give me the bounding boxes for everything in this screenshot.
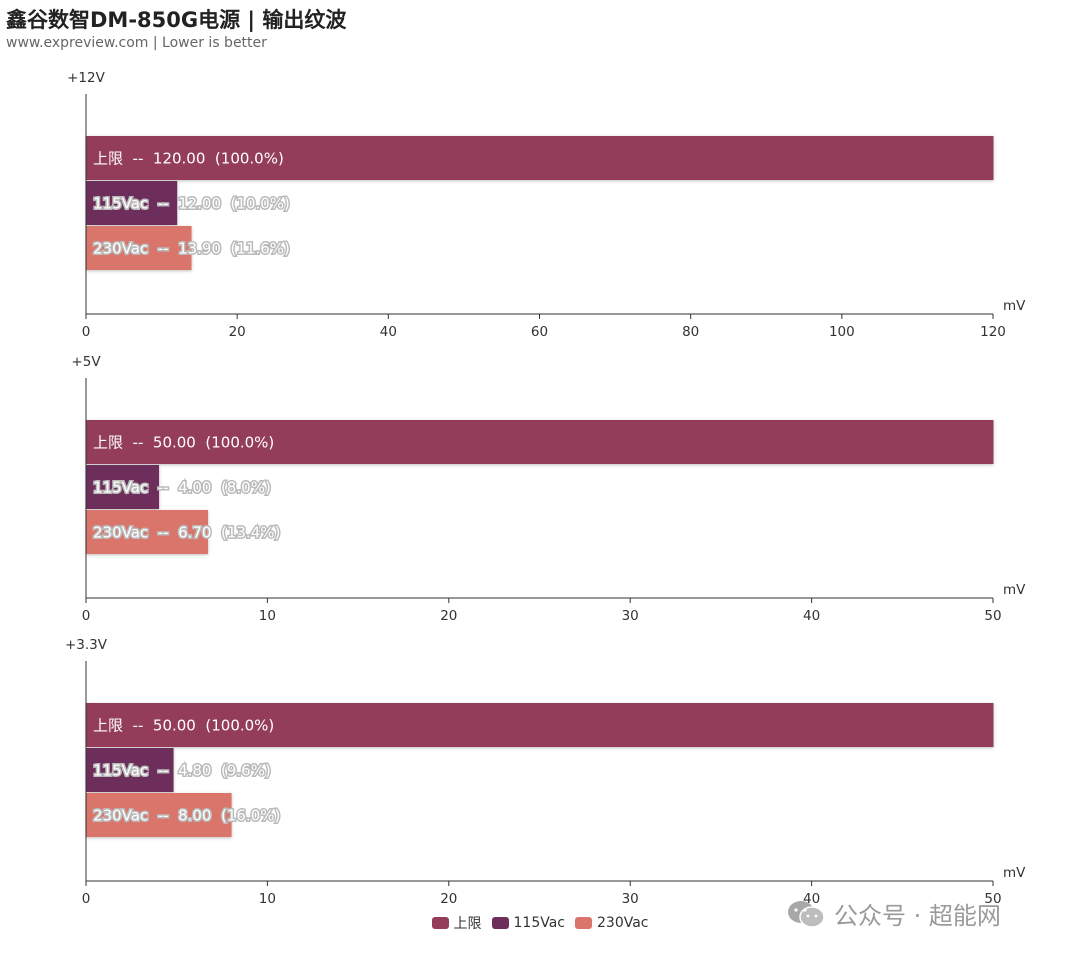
bar-limit [86,136,994,180]
x-tick-label: 10 [259,891,276,907]
x-tick-label: 0 [82,608,91,624]
bar-label: 230Vac -- 6.70 (13.4%) [93,524,280,542]
x-tick-label: 20 [440,608,457,624]
legend-item-v115[interactable]: 115Vac [491,915,566,931]
panel-1: +12V 0 20 40 60 80 100 120 mV 上限 -- 120.00 (100.0… [67,70,1026,340]
x-tick-label: 120 [980,324,1006,340]
legend-label: 上限 [453,916,482,932]
bar-v230 [86,793,232,837]
bar-label: 230Vac -- 13.90 (11.6%) [93,240,290,258]
bar-limit [86,420,994,464]
panel-label: +12V [67,70,105,86]
bar-v115 [86,181,178,225]
bar-label: 上限 -- 50.00 (100.0%) [93,434,274,452]
x-tick-label: 80 [682,324,699,340]
x-tick-label: 30 [622,608,639,624]
x-tick-label: 0 [82,324,91,340]
x-tick-label: 0 [82,891,91,907]
legend-swatch [575,917,592,929]
watermark-text: 公众号 · 超能网 [834,902,1001,930]
legend-label: 115Vac [513,915,566,931]
bar-label: 115Vac -- 4.80 (9.6%) [93,762,271,780]
bar-v115 [86,748,174,792]
x-tick-label: 50 [984,891,1001,907]
chart-title: 鑫谷数智DM-850G电源 | 输出纹波 [6,8,347,32]
bar-label: 上限 -- 120.00 (100.0%) [93,150,284,168]
legend-label: 230Vac [597,915,649,931]
x-tick-label: 60 [531,324,548,340]
legend-swatch [431,917,449,929]
legend-item-limit[interactable]: 上限 [431,913,482,933]
x-tick-label: 30 [622,891,639,907]
legend: 上限 115Vac 230Vac [0,913,1080,933]
panel-label: +5V [71,354,101,370]
x-axis-unit: mV [1003,298,1026,314]
legend-swatch [491,917,509,929]
bar-label: 115Vac -- 12.00 (10.0%) [93,195,290,213]
x-tick-label: 100 [829,324,855,340]
x-tick-label: 10 [259,608,276,624]
legend-item-v230[interactable]: 230Vac [575,915,649,931]
chart-subtitle: www.expreview.com | Lower is better [6,35,267,51]
x-tick-label: 20 [229,324,246,340]
bar-label: 230Vac -- 8.00 (16.0%) [93,807,280,825]
x-axis-unit: mV [1003,582,1026,598]
watermark: 公众号 · 超能网 [786,896,1001,931]
wechat-icon [788,900,825,928]
bar-limit [86,703,994,747]
x-tick-label: 20 [440,891,457,907]
x-tick-label: 50 [984,608,1001,624]
x-tick-label: 40 [803,608,820,624]
bar-v230 [86,510,209,554]
x-axis-unit: mV [1003,865,1026,881]
bar-label: 上限 -- 50.00 (100.0%) [93,717,274,735]
panel-label: +3.3V [65,637,108,653]
bar-v115 [86,465,160,509]
bar-label: 115Vac -- 4.00 (8.0%) [93,479,271,497]
bar-v230 [86,226,192,270]
x-tick-label: 40 [380,324,397,340]
